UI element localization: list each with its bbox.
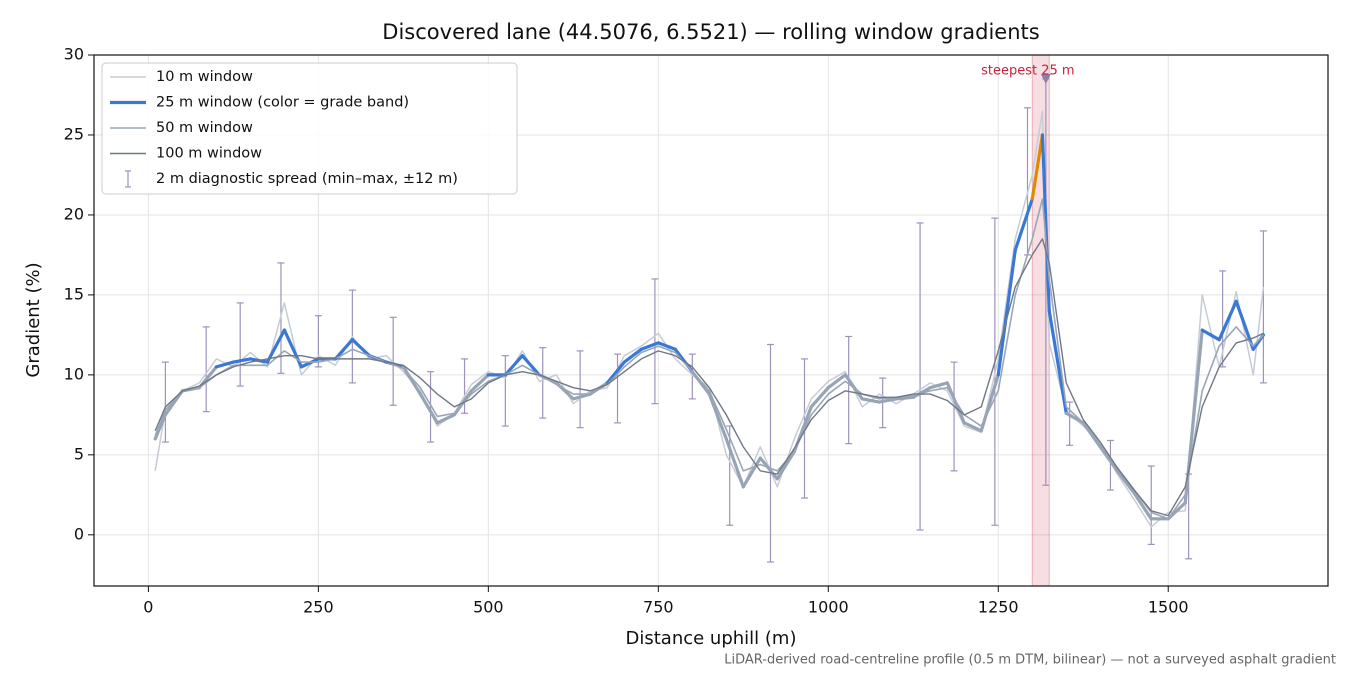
series-25m-segment [214,360,235,369]
y-tick-label: 5 [74,444,84,463]
series-25m-segment [153,413,167,441]
series-25m-segment [945,381,966,425]
series-25m-segment [1115,469,1136,495]
axes: 0 250 500 750 1000 1250 1500 0 5 10 15 20 25 30 [64,45,1189,617]
chart-title: Discovered lane (44.5076, 6.5521) — roll… [382,20,1039,44]
axes-frame [93,54,1329,587]
series-25m-segment [435,413,456,425]
y-tick-label: 0 [74,524,84,543]
series-25m-segment [1030,133,1045,201]
series-25m-segment [469,373,490,393]
series-line [154,110,1265,528]
series-25m-segment [503,354,524,377]
x-axis-label: Distance uphill (m) [626,628,797,649]
series-25m-segment [418,392,439,425]
series-line [154,238,1264,517]
series-25m-segment [1217,299,1238,342]
y-tick-label: 30 [64,45,84,64]
series-25m-segment [1200,328,1221,342]
series-25m-segment [724,437,745,489]
footnote: LiDAR-derived road-centreline profile (0… [724,653,1336,668]
legend-box [101,62,518,195]
series-25m-segment [877,397,898,404]
series-25m-segment [809,386,830,409]
x-tick-label: 250 [303,598,334,617]
series-25m-segment [996,248,1017,377]
legend-label: 100 m window [156,146,262,162]
series-25m-segment [775,450,796,481]
steepest-marker [1040,73,1051,84]
series-25m-segment [231,357,252,364]
series-25m-segment [1234,299,1255,351]
series-25m-segment [1047,309,1068,415]
y-tick-label: 25 [64,124,84,143]
series-25m-segment [1013,197,1034,252]
series-25m-segment [299,357,320,369]
series-25m-segment [265,328,286,364]
y-tick-label: 20 [64,204,84,223]
series-25m-segment [639,341,660,351]
series-25m-segment [962,421,983,433]
plot-area: steepest 25 m [153,54,1267,587]
x-tick-label: 1250 [978,598,1019,617]
steepest-label: steepest 25 m [981,63,1074,78]
series-25m-segment [1098,445,1119,473]
y-tick-label: 15 [64,284,84,303]
legend-label: 10 m window [156,69,253,85]
legend: 10 m window 25 m window (color = grade ba… [101,62,518,195]
x-tick-label: 500 [473,598,504,617]
series-25m-segment [826,373,847,390]
series-25m-segment [741,456,762,489]
series-line [154,198,1265,520]
series-25m-segment [622,347,643,364]
legend-label: 25 m window (color = grade band) [156,95,409,111]
steepest-span [1031,54,1050,587]
series-25m-segment [605,360,626,385]
series-25m-segment [1040,133,1051,313]
x-tick-label: 1000 [808,598,849,617]
series-25m-segment [333,338,354,361]
series-25m-segment [350,338,371,358]
x-tick-label: 1500 [1148,598,1189,617]
legend-label: 2 m diagnostic spread (min–max, ±12 m) [156,171,458,187]
series-25m-segment [1132,491,1153,521]
series-25m-segment [894,395,915,401]
y-tick-label: 10 [64,364,84,383]
x-tick-label: 0 [143,598,153,617]
series-25m-segment [520,354,541,377]
x-tick-label: 750 [643,598,674,617]
series-25m-segment [656,341,677,351]
series-25m-segment [928,381,949,390]
legend-label: 50 m window [156,120,253,136]
y-axis-label: Gradient (%) [23,262,44,377]
series-25m-segment [707,392,728,441]
series-25m-segment [860,397,881,404]
